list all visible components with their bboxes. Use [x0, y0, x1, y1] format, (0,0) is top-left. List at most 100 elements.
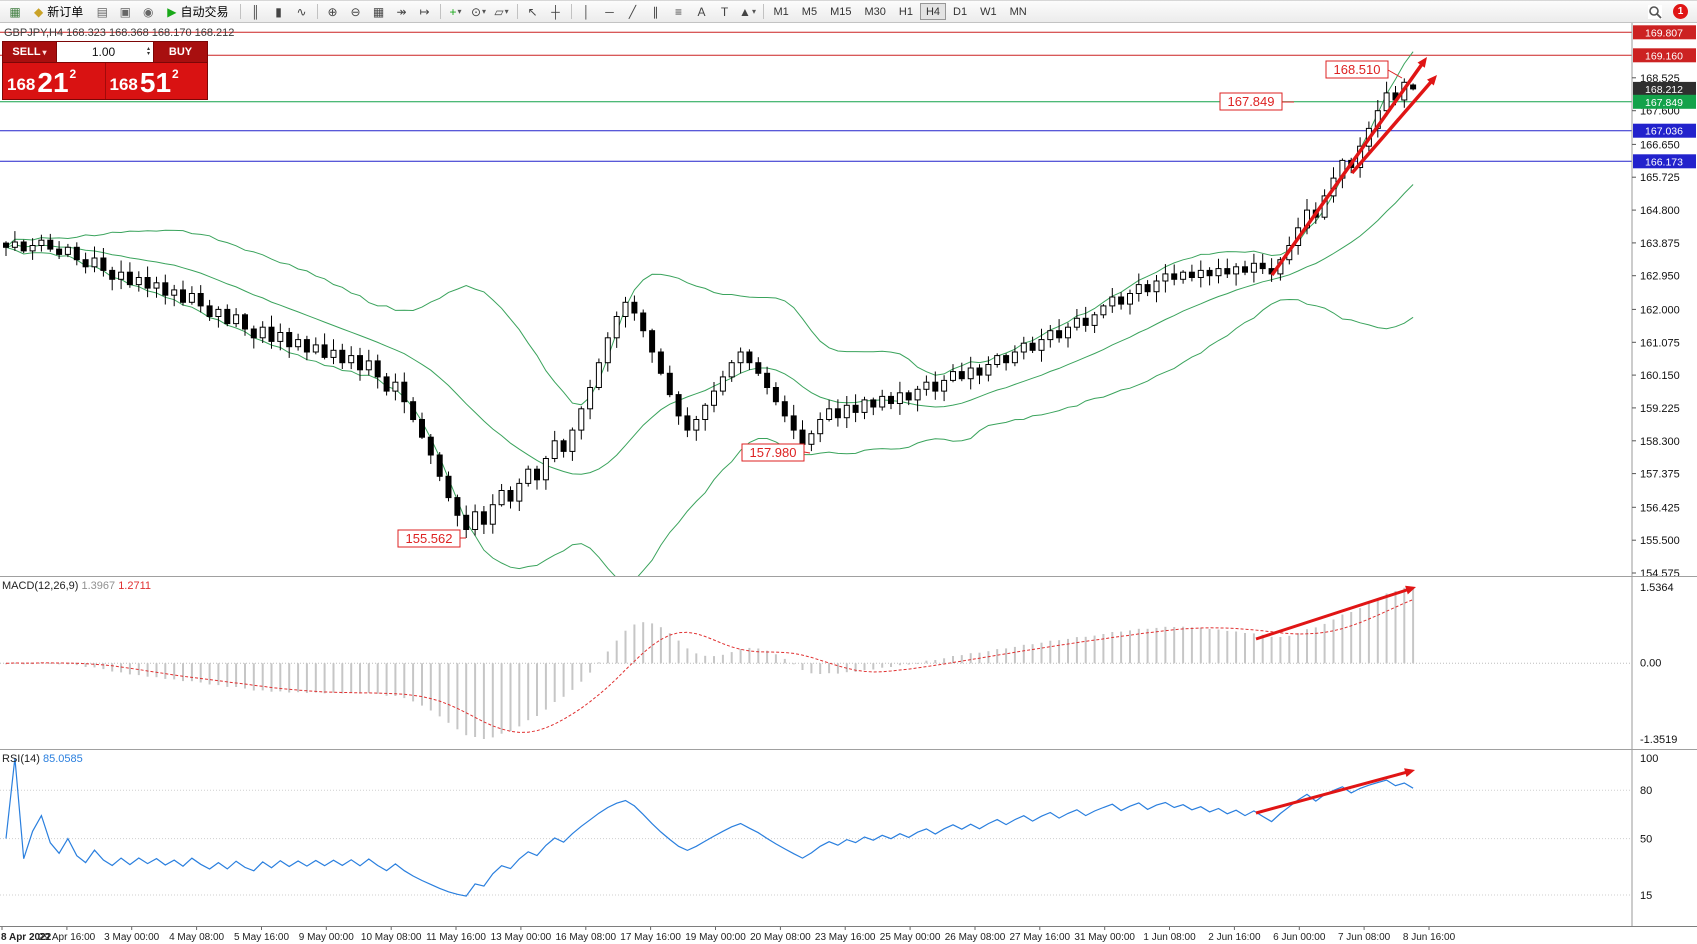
timeframe-m5[interactable]: M5	[796, 3, 823, 20]
svg-text:31 May 00:00: 31 May 00:00	[1074, 932, 1135, 943]
svg-text:163.875: 163.875	[1640, 238, 1680, 250]
svg-text:169.160: 169.160	[1645, 50, 1683, 62]
volume-up-icon[interactable]: ▴	[146, 46, 150, 52]
svg-text:0.00: 0.00	[1640, 657, 1661, 669]
svg-text:6 Jun 00:00: 6 Jun 00:00	[1273, 932, 1326, 943]
cursor-icon[interactable]: ↖	[522, 3, 544, 21]
toolbar-separator	[570, 4, 572, 19]
bar-chart-icon[interactable]: ║	[245, 3, 267, 21]
svg-text:25 May 00:00: 25 May 00:00	[880, 932, 941, 943]
one-click-trade-panel: SELL ▾ 1.00 ▴ ▾ BUY 168 21 2 168	[2, 41, 208, 100]
line-chart-icon[interactable]: ∿	[291, 3, 313, 21]
svg-text:154.575: 154.575	[1640, 568, 1680, 576]
autotrading-button[interactable]: ▶ 自动交易	[160, 3, 235, 21]
sell-button-label: SELL	[12, 46, 41, 58]
toolbar-separator	[439, 4, 441, 19]
sell-dropdown-caret[interactable]: ▾	[42, 47, 47, 57]
timeframe-mn[interactable]: MN	[1004, 3, 1033, 20]
buy-button[interactable]: BUY	[153, 41, 208, 63]
buy-price-quote[interactable]: 168 51 2	[106, 63, 208, 99]
svg-text:15: 15	[1640, 890, 1652, 902]
crosshair-icon[interactable]: ┼	[545, 3, 567, 21]
timeframe-h1[interactable]: H1	[893, 3, 919, 20]
channel-icon[interactable]: ∥	[645, 3, 667, 21]
svg-text:155.562: 155.562	[406, 531, 453, 546]
svg-text:1.5364: 1.5364	[1640, 582, 1674, 594]
templates-icon[interactable]: ▱ ▾	[491, 3, 513, 21]
candlestick-chart-icon[interactable]: ▮	[268, 3, 290, 21]
svg-text:29 Apr 16:00: 29 Apr 16:00	[39, 932, 96, 943]
svg-text:160.150: 160.150	[1640, 370, 1680, 382]
svg-text:7 Jun 08:00: 7 Jun 08:00	[1338, 932, 1391, 943]
svg-text:8 Apr 2022: 8 Apr 2022	[1, 932, 52, 943]
zoom-in-icon[interactable]: ⊕	[322, 3, 344, 21]
svg-text:2 Jun 16:00: 2 Jun 16:00	[1208, 932, 1261, 943]
svg-text:155.500: 155.500	[1640, 535, 1680, 547]
timeframe-h4[interactable]: H4	[919, 3, 946, 20]
svg-text:166.650: 166.650	[1640, 139, 1680, 151]
shapes-icon[interactable]: ▲ ▾	[737, 3, 759, 21]
svg-text:1 Jun 08:00: 1 Jun 08:00	[1143, 932, 1196, 943]
rsi-indicator-panel[interactable]: 100 80 50 15 RSI(14) 85.0585	[0, 749, 1697, 926]
svg-text:162.950: 162.950	[1640, 271, 1680, 283]
sell-price-main: 168	[7, 75, 36, 95]
volume-field[interactable]: 1.00 ▴ ▾	[57, 41, 153, 63]
svg-text:168.212: 168.212	[1645, 84, 1683, 96]
svg-text:-1.3519: -1.3519	[1640, 734, 1677, 746]
svg-text:165.725: 165.725	[1640, 172, 1680, 184]
search-icon[interactable]	[1643, 2, 1667, 22]
volume-down-icon[interactable]: ▾	[146, 51, 150, 57]
tile-windows-icon[interactable]: ▦	[368, 3, 390, 21]
svg-text:157.375: 157.375	[1640, 469, 1680, 481]
timeframe-m30[interactable]: M30	[858, 3, 891, 20]
indicators-icon[interactable]: + ▾	[445, 3, 467, 21]
svg-text:19 May 00:00: 19 May 00:00	[685, 932, 746, 943]
volume-value: 1.00	[91, 45, 116, 59]
vertical-line-icon[interactable]: │	[576, 3, 598, 21]
sell-price-quote[interactable]: 168 21 2	[3, 63, 106, 99]
notification-badge[interactable]: 1	[1673, 4, 1688, 19]
buy-price-main: 168	[109, 75, 138, 95]
svg-text:158.300: 158.300	[1640, 436, 1680, 448]
horizontal-line-icon[interactable]: ─	[599, 3, 621, 21]
alert-sound-icon[interactable]: ◉	[137, 3, 159, 21]
trendline-icon[interactable]: ╱	[622, 3, 644, 21]
svg-text:164.800: 164.800	[1640, 205, 1680, 217]
volume-spinner[interactable]: ▴ ▾	[146, 46, 150, 57]
svg-text:11 May 16:00: 11 May 16:00	[426, 932, 486, 943]
svg-text:169.807: 169.807	[1645, 27, 1683, 39]
price-chart-canvas[interactable]: 168.510167.849157.980155.562168.525167.6…	[0, 23, 1697, 576]
sell-button[interactable]: SELL ▾	[2, 41, 57, 63]
macd-indicator-panel[interactable]: 1.5364 0.00 -1.3519 MACD(12,26,9) 1.3967 1.…	[0, 576, 1697, 749]
auto-scroll-icon[interactable]: ↠	[391, 3, 413, 21]
toolbar-separator	[239, 4, 241, 19]
svg-text:167.849: 167.849	[1228, 94, 1275, 109]
svg-text:159.225: 159.225	[1640, 403, 1680, 415]
timeframe-m1[interactable]: M1	[768, 3, 795, 20]
buy-price-big: 51	[139, 67, 172, 99]
svg-text:13 May 00:00: 13 May 00:00	[491, 932, 552, 943]
periods-icon[interactable]: ⊙ ▾	[468, 3, 490, 21]
buy-button-label: BUY	[168, 46, 193, 58]
chart-window-icon[interactable]: ▤	[91, 3, 113, 21]
fibonacci-icon[interactable]: ≡	[668, 3, 690, 21]
print-icon[interactable]: ▣	[114, 3, 136, 21]
main-toolbar: ▦ ◆ 新订单 ▤ ▣ ◉ ▶ 自动交易 ║ ▮ ∿ ⊕ ⊖ ▦ ↠ ↦ + ▾ ⊙ ▾ ▱ ▾ ↖ ┼ │ ─ ╱ ∥ ≡ A T ▲ ▾ M1…	[0, 1, 1697, 23]
svg-text:27 May 16:00: 27 May 16:00	[1009, 932, 1070, 943]
svg-text:167.849: 167.849	[1645, 97, 1683, 109]
text-label-icon[interactable]: T	[714, 3, 736, 21]
new-chart-icon[interactable]: ▦	[4, 3, 26, 21]
timeframe-m15[interactable]: M15	[824, 3, 857, 20]
trade-panel-quotes: 168 21 2 168 51 2	[2, 63, 208, 100]
new-order-button[interactable]: ◆ 新订单	[27, 3, 90, 21]
text-icon[interactable]: A	[691, 3, 713, 21]
zoom-out-icon[interactable]: ⊖	[345, 3, 367, 21]
svg-text:161.075: 161.075	[1640, 337, 1680, 349]
timeframe-w1[interactable]: W1	[974, 3, 1003, 20]
chart-shift-icon[interactable]: ↦	[414, 3, 436, 21]
timeframe-d1[interactable]: D1	[947, 3, 973, 20]
svg-text:4 May 08:00: 4 May 08:00	[169, 932, 224, 943]
svg-text:8 Jun 16:00: 8 Jun 16:00	[1403, 932, 1456, 943]
